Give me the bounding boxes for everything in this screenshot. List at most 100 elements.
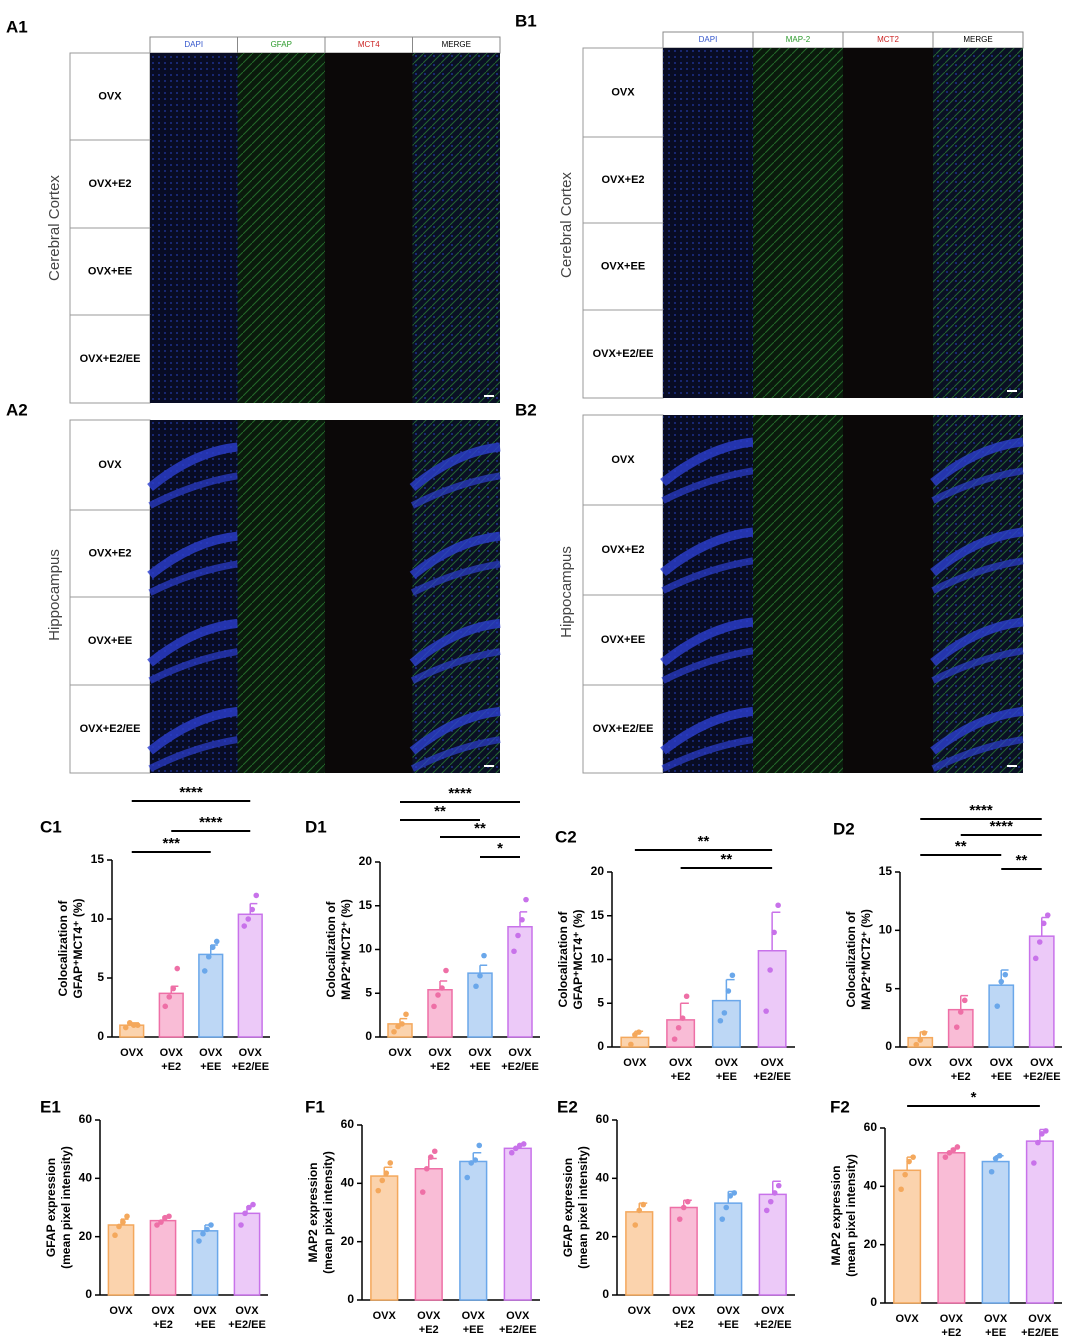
- micrograph: [753, 310, 843, 398]
- data-point: [512, 1145, 519, 1152]
- micrograph: [237, 140, 325, 228]
- dapi-band: [409, 531, 501, 579]
- row-cell: [69, 314, 151, 404]
- panel-label: B2: [515, 400, 537, 419]
- data-point: [431, 1148, 438, 1155]
- micrograph: [753, 223, 843, 310]
- dapi-band: [147, 531, 239, 579]
- y-tick-label: 5: [365, 985, 372, 999]
- bar: [988, 984, 1015, 1048]
- data-point: [387, 1160, 394, 1166]
- row-label: OVX+E2: [601, 544, 644, 556]
- data-point: [1043, 1128, 1049, 1134]
- data-point: [628, 1041, 634, 1048]
- y-tick-label: 20: [596, 1229, 610, 1243]
- data-point: [771, 929, 777, 936]
- y-tick-label: 10: [91, 911, 105, 925]
- dapi-band: [148, 648, 239, 684]
- data-point: [473, 983, 479, 990]
- data-point: [246, 1204, 252, 1211]
- bar: [198, 953, 224, 1038]
- y-tick-label: 40: [341, 1176, 355, 1190]
- y-tick-label: 20: [79, 1229, 93, 1243]
- x-tick-label: OVX: [628, 1305, 652, 1317]
- dapi-band: [931, 557, 1024, 594]
- micrograph: [933, 310, 1023, 398]
- data-point: [725, 988, 732, 994]
- x-tick-label: +EE: [194, 1319, 215, 1331]
- micrograph: [843, 415, 933, 505]
- row-label: OVX+E2/EE: [80, 723, 141, 735]
- x-tick-label: OVX: [508, 1047, 532, 1059]
- scale-bar: [484, 395, 494, 397]
- micrograph: [843, 505, 933, 595]
- bar: [666, 1019, 696, 1048]
- data-point: [379, 1177, 386, 1184]
- dapi-band: [931, 467, 1024, 504]
- y-tick-label: 15: [359, 898, 373, 912]
- data-point: [721, 1010, 728, 1016]
- x-tick-label: OVX: [940, 1313, 964, 1325]
- data-point: [996, 1152, 1003, 1159]
- y-tick-label: 0: [365, 1029, 372, 1043]
- y-tick-label: 0: [597, 1039, 604, 1053]
- dapi-band: [410, 736, 501, 772]
- x-tick-label: OVX: [669, 1057, 693, 1069]
- data-point: [775, 902, 781, 909]
- micrograph: [412, 53, 500, 140]
- x-tick-label: OVX: [1030, 1057, 1054, 1069]
- dapi-band: [409, 618, 501, 667]
- x-tick-label: +EE: [718, 1319, 739, 1331]
- x-tick-label: OVX: [193, 1305, 217, 1317]
- row-cell: [69, 139, 151, 229]
- chart-label: C2: [555, 827, 577, 846]
- x-tick-label: +E2: [951, 1071, 971, 1083]
- chart-label: E2: [557, 1097, 578, 1116]
- significance-label: **: [955, 838, 967, 855]
- data-point: [427, 1154, 434, 1160]
- y-tick-label: 20: [359, 854, 373, 868]
- data-point: [906, 1158, 912, 1165]
- data-point: [1031, 1160, 1037, 1166]
- scale-bar: [1007, 390, 1017, 392]
- data-point: [419, 1189, 426, 1195]
- x-tick-label: OVX: [417, 1310, 441, 1322]
- row-cell: [582, 684, 664, 774]
- data-point: [675, 1024, 682, 1031]
- error-bar: [1041, 916, 1050, 937]
- micrograph: [663, 48, 753, 137]
- dapi-band: [661, 467, 754, 504]
- y-tick-label: 10: [879, 923, 893, 937]
- micrograph: [843, 48, 933, 137]
- micrograph: [753, 595, 843, 685]
- micrograph: [663, 310, 753, 398]
- scale-bar: [1007, 765, 1017, 767]
- y-axis-label: GFAP⁺MCT4⁺ (%): [71, 898, 85, 998]
- bar: [625, 1211, 654, 1296]
- bar: [370, 1175, 399, 1301]
- chart-label: E1: [40, 1097, 61, 1116]
- column-header: MCT4: [358, 40, 380, 49]
- data-point: [961, 997, 968, 1004]
- data-point: [775, 1182, 782, 1189]
- bar: [947, 1008, 974, 1048]
- data-point: [443, 967, 449, 974]
- data-point: [242, 1210, 248, 1217]
- panel-label: A2: [6, 400, 28, 419]
- y-axis-label: GFAP expression: [561, 1158, 575, 1257]
- bar: [158, 992, 184, 1038]
- micrograph: [933, 137, 1023, 223]
- data-point: [213, 938, 220, 945]
- dapi-band: [148, 560, 239, 596]
- data-point: [913, 1041, 920, 1048]
- micrograph: [325, 315, 413, 403]
- x-tick-label: OVX: [235, 1305, 259, 1317]
- data-point: [953, 1024, 960, 1030]
- data-point: [158, 1219, 164, 1225]
- dapi-band: [931, 647, 1024, 684]
- dapi-band: [410, 472, 501, 509]
- data-point: [435, 992, 441, 998]
- data-point: [767, 967, 773, 973]
- data-point: [476, 1142, 483, 1149]
- data-point: [680, 1204, 687, 1211]
